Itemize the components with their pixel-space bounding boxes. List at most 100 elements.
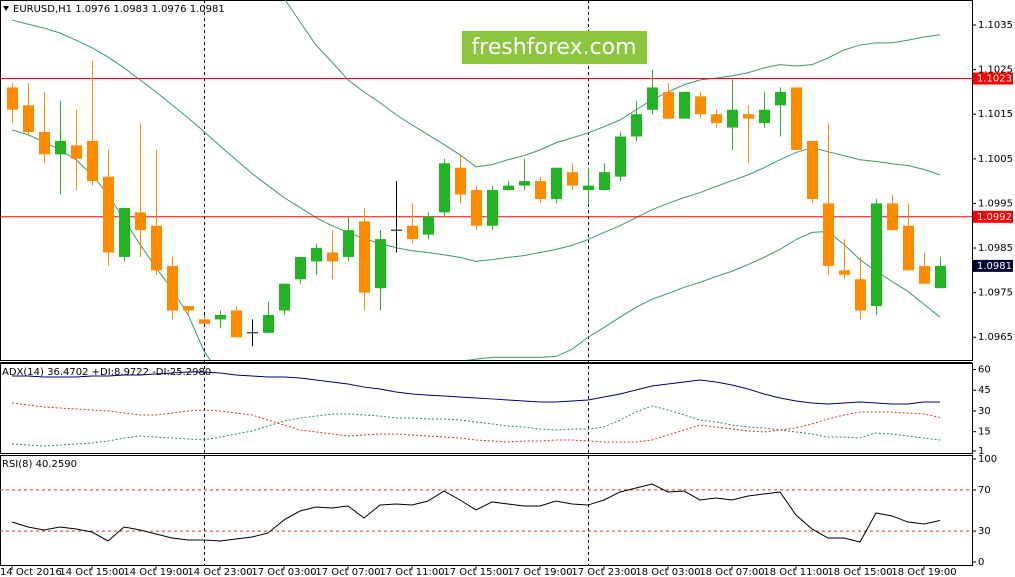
adx-panel-frame	[0, 363, 973, 454]
candle-body	[631, 114, 642, 137]
candle-body	[7, 87, 18, 110]
rsi-title: RSI(8) 40.2590	[2, 459, 77, 470]
candle-body	[855, 279, 866, 311]
candle-body	[135, 212, 146, 231]
candle-body	[871, 203, 882, 307]
y-tick-label: 1.1015	[978, 109, 1013, 120]
candle-body	[599, 172, 610, 191]
candle-body	[823, 203, 834, 266]
y-tick-label: 60	[978, 365, 991, 376]
main-plot	[0, 0, 972, 360]
candle-body	[327, 252, 338, 262]
candle-body	[759, 109, 770, 124]
candle-body	[791, 87, 802, 150]
candle-body	[663, 91, 674, 119]
candle-body	[647, 87, 658, 110]
candle-body	[87, 140, 98, 182]
candle-body	[743, 114, 754, 119]
candle-body	[167, 265, 178, 311]
candle-body	[839, 270, 850, 275]
level-price-box	[973, 210, 1013, 223]
symbol-marker	[3, 6, 9, 11]
x-tick-label: 17 Oct 19:00	[507, 567, 572, 577]
candle-body	[519, 181, 530, 186]
candle-body	[23, 105, 34, 133]
x-tick-label: 17 Oct 03:00	[251, 567, 316, 577]
candle-body	[375, 239, 386, 289]
watermark: freshforex.com	[471, 35, 636, 60]
band-line	[284, 0, 941, 168]
candle-body	[887, 203, 898, 231]
level-price-label: 1.1023	[977, 74, 1012, 85]
candle-body	[919, 265, 930, 284]
adx-plot	[11, 371, 941, 447]
candle-body	[439, 163, 450, 213]
candle-body	[583, 185, 594, 191]
indicator-line	[12, 371, 941, 405]
candle-body	[903, 225, 914, 271]
candle-body	[711, 114, 722, 124]
candle-body	[55, 140, 66, 155]
y-tick-label: 1.0965	[978, 332, 1013, 343]
y-tick-label: 1.1035	[978, 20, 1013, 31]
candle-body	[407, 225, 418, 240]
x-tick-label: 18 Oct 07:00	[699, 567, 764, 577]
x-tick-label: 14 Oct 15:00	[59, 567, 124, 577]
candle-body	[679, 91, 690, 119]
y-tick-label: 1.0995	[978, 198, 1013, 209]
candle-body	[535, 181, 546, 199]
x-tick-label: 18 Oct 15:00	[827, 567, 892, 577]
candle-body	[359, 221, 370, 293]
y-tick-label: 1.0975	[978, 288, 1013, 299]
candle-body	[295, 256, 306, 280]
candle-body	[615, 136, 626, 177]
candle-body	[151, 225, 162, 271]
chart-title: EURUSD,H1 1.0976 1.0983 1.0976 1.0981	[13, 4, 225, 15]
rsi-plot	[0, 483, 972, 543]
candle-body	[455, 167, 466, 195]
candle-body	[311, 248, 322, 262]
y-tick-label: 30	[978, 406, 991, 417]
candle-body	[231, 310, 242, 338]
candle-body	[935, 265, 946, 289]
indicator-line	[11, 405, 941, 447]
candle-body	[119, 207, 130, 257]
candle-body	[503, 185, 514, 191]
current-price-box	[973, 259, 1013, 272]
main-panel-frame	[0, 0, 973, 361]
candle-body	[183, 306, 194, 311]
candle-body	[263, 314, 274, 333]
x-tick-label: 17 Oct 11:00	[379, 567, 444, 577]
candle-body	[775, 91, 786, 106]
y-tick-label: 30	[978, 526, 991, 537]
y-tick-label: 1	[978, 446, 984, 457]
y-tick-label: 1.0985	[978, 243, 1013, 254]
indicator-line	[11, 483, 941, 543]
x-tick-label: 17 Oct 15:00	[443, 567, 508, 577]
x-tick-label: 17 Oct 07:00	[315, 567, 380, 577]
candle-body	[551, 167, 562, 199]
band-line	[11, 19, 941, 262]
candle-body	[807, 140, 818, 199]
y-tick-label: 100	[978, 454, 997, 465]
x-tick-label: 14 Oct 19:00	[123, 567, 188, 577]
candle-body	[103, 176, 114, 253]
candle-body	[727, 109, 738, 128]
candle-body	[423, 216, 434, 235]
watermark-box	[462, 31, 647, 64]
current-price-label: 1.0981	[977, 261, 1012, 272]
axes: 1.1035 1.1025 1.1015 1.1005 1.0995 1.0985 1.09…	[0, 20, 1013, 577]
level-price-label: 1.0992	[977, 212, 1012, 223]
candle-body	[471, 190, 482, 226]
candle-body	[71, 145, 82, 159]
indicator-line	[11, 402, 941, 443]
level-price-box	[973, 72, 1013, 85]
band-line	[11, 129, 941, 360]
x-tick-label: 18 Oct 19:00	[891, 567, 956, 577]
x-tick-label: 14 Oct 23:00	[187, 567, 252, 577]
y-tick-label: 0	[978, 557, 984, 568]
candle-body	[39, 132, 50, 155]
x-tick-label: 18 Oct 11:00	[763, 567, 828, 577]
rsi-panel-frame	[0, 455, 973, 566]
